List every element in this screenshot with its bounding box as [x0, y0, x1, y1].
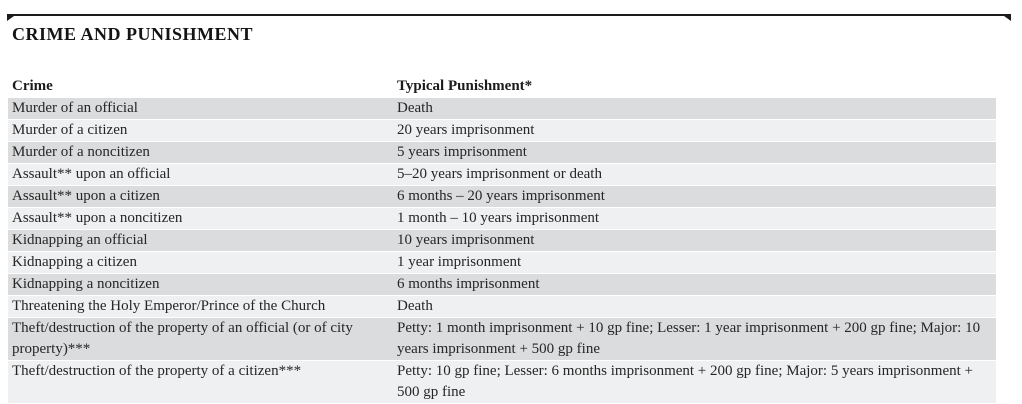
table-row: Kidnapping a noncitizen 6 months impriso… [8, 274, 996, 296]
punishment-cell: Death [393, 98, 996, 120]
punishment-cell: Death [393, 296, 996, 318]
table-row: Assault** upon an official 5–20 years im… [8, 164, 996, 186]
crime-cell: Theft/destruction of the property of a c… [8, 361, 393, 404]
column-header-crime: Crime [8, 76, 393, 98]
rule-tick-left-icon [7, 16, 14, 21]
punishment-cell: Petty: 10 gp fine; Lesser: 6 months impr… [393, 361, 996, 404]
crime-punishment-table: Crime Typical Punishment* Murder of an o… [8, 76, 996, 404]
crime-cell: Kidnapping a noncitizen [8, 274, 393, 296]
crime-cell: Assault** upon a citizen [8, 186, 393, 208]
punishment-cell: 5 years imprisonment [393, 142, 996, 164]
crime-cell: Assault** upon a noncitizen [8, 208, 393, 230]
punishment-cell: 10 years imprisonment [393, 230, 996, 252]
table-row: Murder of an official Death [8, 98, 996, 120]
punishment-cell: Petty: 1 month imprisonment + 10 gp fine… [393, 318, 996, 361]
rule-tick-right-icon [1004, 16, 1011, 21]
table-row: Murder of a citizen 20 years imprisonmen… [8, 120, 996, 142]
table-header-row: Crime Typical Punishment* [8, 76, 996, 98]
table-row: Threatening the Holy Emperor/Prince of t… [8, 296, 996, 318]
crime-cell: Murder of an official [8, 98, 393, 120]
punishment-cell: 6 months imprisonment [393, 274, 996, 296]
table-row: Assault** upon a citizen 6 months – 20 y… [8, 186, 996, 208]
page-title: CRIME AND PUNISHMENT [12, 24, 254, 44]
table-row: Theft/destruction of the property of a c… [8, 361, 996, 404]
crime-cell: Assault** upon an official [8, 164, 393, 186]
table-row: Assault** upon a noncitizen 1 month – 10… [8, 208, 996, 230]
top-rule [7, 14, 1011, 16]
punishment-cell: 5–20 years imprisonment or death [393, 164, 996, 186]
punishment-cell: 20 years imprisonment [393, 120, 996, 142]
punishment-cell: 1 month – 10 years imprisonment [393, 208, 996, 230]
table-row: Murder of a noncitizen 5 years imprisonm… [8, 142, 996, 164]
punishment-cell: 1 year imprisonment [393, 252, 996, 274]
crime-cell: Theft/destruction of the property of an … [8, 318, 393, 361]
table-row: Theft/destruction of the property of an … [8, 318, 996, 361]
punishment-cell: 6 months – 20 years imprisonment [393, 186, 996, 208]
crime-cell: Murder of a citizen [8, 120, 393, 142]
column-header-punishment: Typical Punishment* [393, 76, 996, 98]
crime-cell: Murder of a noncitizen [8, 142, 393, 164]
table-row: Kidnapping an official 10 years imprison… [8, 230, 996, 252]
table-row: Kidnapping a citizen 1 year imprisonment [8, 252, 996, 274]
crime-cell: Kidnapping a citizen [8, 252, 393, 274]
crime-cell: Kidnapping an official [8, 230, 393, 252]
crime-cell: Threatening the Holy Emperor/Prince of t… [8, 296, 393, 318]
